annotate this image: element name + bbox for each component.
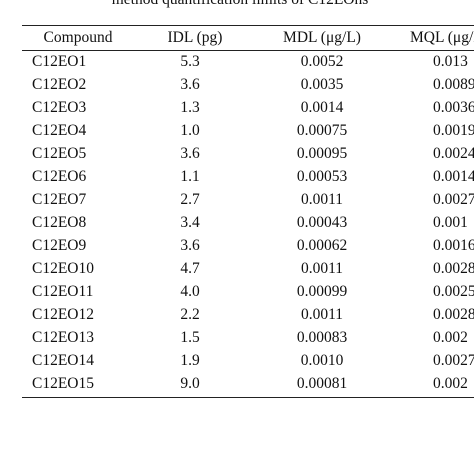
table-cell: 0.0025 — [433, 283, 474, 300]
table-cell: 1.1 — [180, 168, 200, 185]
table-cell: 0.0014 — [300, 99, 344, 116]
header-cell: Compound — [43, 29, 113, 46]
table-cell: 0.00099 — [296, 283, 348, 300]
header-cell: MQL (μg/L) — [410, 29, 474, 46]
table-cell: 5.3 — [180, 53, 200, 70]
table-cell: 0.0011 — [300, 306, 344, 323]
table-cell: 0.0035 — [300, 76, 344, 93]
table-cell: C12EO5 — [32, 145, 87, 162]
table-cell: C12EO14 — [32, 352, 94, 369]
table-cell: 0.0014 — [433, 168, 474, 185]
table-cell: C12EO12 — [32, 306, 94, 323]
table-cell: 0.0011 — [300, 191, 344, 208]
table-cell: 0.00083 — [296, 329, 348, 346]
table-cell: 0.00043 — [296, 214, 348, 231]
table-cell: 2.2 — [180, 306, 200, 323]
table-cell: C12EO11 — [32, 283, 94, 300]
table-cell: 0.00075 — [296, 122, 348, 139]
table-cell: 2.7 — [180, 191, 200, 208]
table-cell: C12EO2 — [32, 76, 87, 93]
table-cell: 0.00095 — [296, 145, 348, 162]
table-cell: 0.0089 — [433, 76, 474, 93]
table-cell: 0.0027 — [433, 191, 474, 208]
table-cell: C12EO6 — [32, 168, 87, 185]
table-cell: 0.0016 — [433, 237, 474, 254]
table-cell: C12EO9 — [32, 237, 87, 254]
table-cell: 0.0019 — [433, 122, 474, 139]
top-rule — [22, 25, 474, 26]
table-cell: 0.0024 — [433, 145, 474, 162]
table-cell: 0.001 — [433, 214, 468, 231]
table-cell: 0.002 — [433, 329, 468, 346]
table-cell: 0.0010 — [300, 352, 344, 369]
table-cell: 4.0 — [180, 283, 200, 300]
table-cell: C12EO7 — [32, 191, 87, 208]
table-cell: 0.00053 — [296, 168, 348, 185]
bottom-rule — [22, 397, 474, 398]
table-cell: 1.5 — [180, 329, 200, 346]
header-rule — [22, 50, 474, 51]
table-cell: 0.0011 — [300, 260, 344, 277]
table-title: method quantification limits of C12EOns — [112, 0, 369, 9]
header-cell: MDL (μg/L) — [283, 29, 361, 46]
table-cell: 0.0036 — [433, 99, 474, 116]
table-cell: 1.9 — [180, 352, 200, 369]
table-cell: C12EO8 — [32, 214, 87, 231]
table-cell: 3.6 — [180, 237, 200, 254]
table-cell: C12EO10 — [32, 260, 94, 277]
table-cell: 9.0 — [180, 375, 200, 392]
table-cell: 1.3 — [180, 99, 200, 116]
table-cell: 0.0028 — [433, 306, 474, 323]
table-cell: 0.002 — [433, 375, 468, 392]
table-cell: 0.0027 — [433, 352, 474, 369]
table-cell: 3.6 — [180, 76, 200, 93]
table-cell: 4.7 — [180, 260, 200, 277]
table-cell: 0.0028 — [433, 260, 474, 277]
table-cell: C12EO3 — [32, 99, 87, 116]
table-cell: 1.0 — [180, 122, 200, 139]
table-cell: 0.013 — [433, 53, 468, 70]
header-cell: IDL (pg) — [167, 29, 223, 46]
table-cell: 0.0052 — [300, 53, 344, 70]
table-cell: C12EO15 — [32, 375, 94, 392]
table-cell: C12EO1 — [32, 53, 87, 70]
table-cell: 3.4 — [180, 214, 200, 231]
table-cell: 3.6 — [180, 145, 200, 162]
table-cell: 0.00081 — [296, 375, 348, 392]
table-cell: 0.00062 — [296, 237, 348, 254]
table-cell: C12EO13 — [32, 329, 94, 346]
table-cell: C12EO4 — [32, 122, 87, 139]
